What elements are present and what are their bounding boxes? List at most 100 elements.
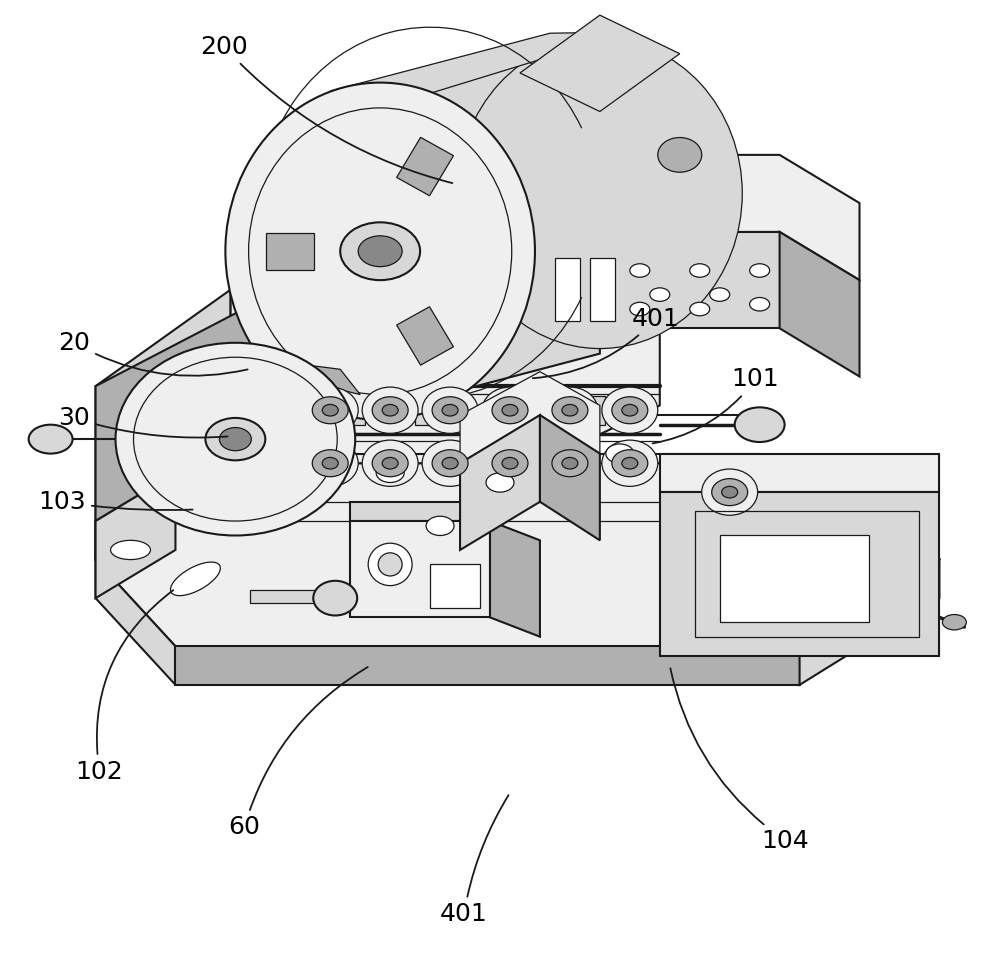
- Ellipse shape: [322, 457, 338, 469]
- Ellipse shape: [205, 418, 265, 460]
- Ellipse shape: [111, 540, 150, 560]
- Ellipse shape: [552, 450, 588, 477]
- Polygon shape: [96, 463, 939, 647]
- Ellipse shape: [710, 288, 730, 301]
- Polygon shape: [800, 560, 939, 685]
- Ellipse shape: [358, 235, 402, 266]
- Polygon shape: [720, 536, 869, 622]
- Ellipse shape: [296, 444, 324, 463]
- Ellipse shape: [502, 457, 518, 469]
- Ellipse shape: [322, 404, 338, 416]
- Ellipse shape: [690, 302, 710, 316]
- Text: 401: 401: [440, 795, 509, 926]
- Polygon shape: [540, 232, 780, 328]
- Text: 200: 200: [200, 35, 452, 183]
- Ellipse shape: [612, 450, 648, 477]
- Ellipse shape: [606, 444, 634, 463]
- Ellipse shape: [382, 457, 398, 469]
- Text: 104: 104: [670, 669, 809, 853]
- Ellipse shape: [722, 486, 738, 498]
- Ellipse shape: [750, 297, 770, 311]
- Polygon shape: [96, 154, 540, 560]
- Ellipse shape: [442, 457, 458, 469]
- Polygon shape: [540, 415, 600, 540]
- Text: 20: 20: [59, 331, 248, 375]
- Polygon shape: [175, 647, 800, 685]
- Ellipse shape: [225, 83, 535, 420]
- Ellipse shape: [302, 387, 358, 433]
- Ellipse shape: [188, 465, 212, 481]
- Ellipse shape: [622, 457, 638, 469]
- Polygon shape: [335, 396, 365, 425]
- Ellipse shape: [368, 543, 412, 586]
- Polygon shape: [495, 396, 525, 425]
- Ellipse shape: [219, 427, 251, 451]
- Ellipse shape: [116, 343, 355, 536]
- Polygon shape: [380, 33, 600, 411]
- Ellipse shape: [658, 138, 702, 172]
- Polygon shape: [660, 454, 939, 492]
- Polygon shape: [350, 502, 490, 521]
- Ellipse shape: [867, 484, 891, 500]
- Ellipse shape: [650, 288, 670, 301]
- Ellipse shape: [457, 39, 742, 348]
- Polygon shape: [540, 154, 860, 280]
- Text: 103: 103: [39, 490, 193, 513]
- Polygon shape: [96, 560, 175, 685]
- Ellipse shape: [562, 404, 578, 416]
- Ellipse shape: [712, 479, 748, 506]
- Ellipse shape: [378, 553, 402, 576]
- Ellipse shape: [750, 263, 770, 277]
- Ellipse shape: [562, 457, 578, 469]
- Ellipse shape: [858, 562, 881, 577]
- Ellipse shape: [542, 387, 598, 433]
- Ellipse shape: [492, 450, 528, 477]
- Ellipse shape: [372, 397, 408, 424]
- Ellipse shape: [340, 222, 420, 280]
- Ellipse shape: [542, 440, 598, 486]
- Ellipse shape: [382, 404, 398, 416]
- Ellipse shape: [312, 397, 348, 424]
- Ellipse shape: [808, 533, 832, 548]
- Polygon shape: [245, 357, 360, 395]
- Bar: [590, 258, 615, 320]
- Ellipse shape: [362, 387, 418, 433]
- Polygon shape: [250, 591, 335, 603]
- Polygon shape: [780, 232, 860, 376]
- Text: 101: 101: [653, 368, 779, 444]
- Polygon shape: [96, 473, 175, 560]
- Ellipse shape: [612, 397, 648, 424]
- Ellipse shape: [602, 387, 658, 433]
- Ellipse shape: [552, 397, 588, 424]
- Polygon shape: [575, 396, 605, 425]
- Ellipse shape: [502, 404, 518, 416]
- Ellipse shape: [170, 562, 220, 595]
- Polygon shape: [397, 307, 453, 365]
- Polygon shape: [96, 290, 230, 560]
- Text: 102: 102: [76, 591, 173, 784]
- Ellipse shape: [492, 397, 528, 424]
- Ellipse shape: [432, 450, 468, 477]
- Text: 60: 60: [228, 667, 368, 840]
- Polygon shape: [660, 492, 939, 656]
- Polygon shape: [415, 396, 445, 425]
- Ellipse shape: [372, 450, 408, 477]
- Ellipse shape: [630, 263, 650, 277]
- Ellipse shape: [630, 302, 650, 316]
- Polygon shape: [96, 473, 175, 598]
- Ellipse shape: [426, 516, 454, 536]
- Ellipse shape: [442, 404, 458, 416]
- Bar: [555, 258, 580, 320]
- Ellipse shape: [622, 404, 638, 416]
- Polygon shape: [330, 32, 630, 99]
- Ellipse shape: [432, 397, 468, 424]
- Polygon shape: [266, 233, 314, 269]
- Ellipse shape: [29, 425, 73, 454]
- Ellipse shape: [376, 463, 404, 482]
- Ellipse shape: [702, 469, 758, 515]
- Ellipse shape: [942, 615, 966, 630]
- Ellipse shape: [302, 440, 358, 486]
- Ellipse shape: [362, 440, 418, 486]
- Polygon shape: [460, 372, 600, 463]
- Ellipse shape: [422, 440, 478, 486]
